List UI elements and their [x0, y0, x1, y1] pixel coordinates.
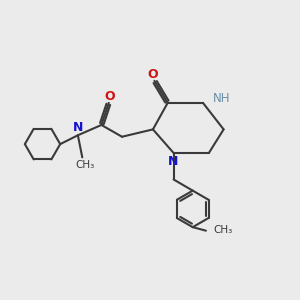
- Text: N: N: [168, 155, 178, 168]
- Text: N: N: [73, 122, 83, 134]
- Text: CH₃: CH₃: [75, 160, 94, 170]
- Text: CH₃: CH₃: [213, 225, 232, 235]
- Text: O: O: [104, 90, 115, 103]
- Text: NH: NH: [212, 92, 230, 105]
- Text: O: O: [148, 68, 158, 81]
